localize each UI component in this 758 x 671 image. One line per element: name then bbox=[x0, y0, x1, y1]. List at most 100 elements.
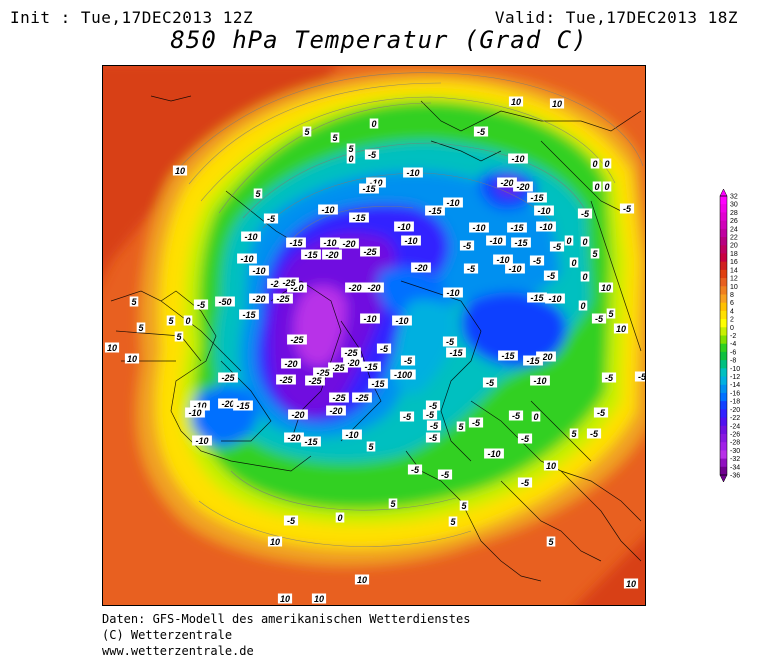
legend-color-step bbox=[720, 368, 727, 378]
contour-label-text: -10 bbox=[539, 222, 552, 232]
legend-tick-label: 10 bbox=[730, 284, 738, 291]
contour-label-box bbox=[459, 240, 475, 251]
contour-label-box bbox=[174, 331, 184, 342]
contour-label: -5 bbox=[586, 428, 602, 439]
contour-label-box bbox=[446, 347, 466, 358]
contour-label: -20 bbox=[322, 249, 342, 260]
contour-label: -20 bbox=[513, 181, 533, 192]
contour-label-box bbox=[456, 421, 466, 432]
contour-label-text: -10 bbox=[511, 154, 524, 164]
contour-label: -10 bbox=[484, 448, 504, 459]
contour-label-text: 10 bbox=[357, 575, 367, 585]
contour-label-box bbox=[359, 183, 379, 194]
data-source-credit: Daten: GFS-Modell des amerikanischen Wet… bbox=[102, 612, 471, 626]
contour-label: -10 bbox=[486, 235, 506, 246]
contour-label-text: -5 bbox=[623, 204, 632, 214]
contour-label: 0 bbox=[335, 512, 345, 523]
contour-label: -25 bbox=[305, 375, 325, 386]
contour-label-box bbox=[241, 231, 261, 242]
contour-label-text: 5 bbox=[461, 501, 467, 511]
contour-label-box bbox=[527, 192, 547, 203]
legend-color-step bbox=[720, 442, 727, 451]
contour-label-box bbox=[545, 293, 565, 304]
contour-label-text: -10 bbox=[193, 401, 206, 411]
contour-label: 5 bbox=[166, 315, 176, 326]
contour-label: -5 bbox=[577, 208, 593, 219]
contour-label-box bbox=[463, 263, 479, 274]
contour-label: 10 bbox=[267, 536, 283, 547]
contour-label: -5 bbox=[193, 299, 209, 310]
contour-label: -5 bbox=[399, 411, 415, 422]
contour-label-box bbox=[129, 296, 139, 307]
contour-label-text: -25 bbox=[290, 335, 304, 345]
legend-tick-label: -28 bbox=[730, 440, 740, 447]
contour-label-box bbox=[183, 315, 193, 326]
init-time-label: Init : Tue,17DEC2013 12Z bbox=[10, 8, 254, 27]
contour-label: -5 bbox=[549, 241, 565, 252]
contour-label-box bbox=[346, 143, 356, 154]
contour-label-box bbox=[601, 372, 617, 383]
contour-label-box bbox=[343, 357, 363, 368]
legend-color-step bbox=[720, 425, 727, 435]
contour-label-box bbox=[527, 292, 547, 303]
contour-label: -20 bbox=[536, 351, 556, 362]
contour-label: 5 bbox=[388, 498, 398, 509]
contour-label: -25 bbox=[287, 334, 307, 345]
legend-tick-label: 26 bbox=[730, 218, 738, 225]
contour-label-text: 5 bbox=[608, 309, 614, 319]
contour-label-text: -25 bbox=[276, 294, 290, 304]
contour-label-box bbox=[390, 369, 416, 380]
contour-label: -5 bbox=[593, 407, 609, 418]
legend-color-step bbox=[720, 228, 727, 238]
legend-color-step bbox=[720, 253, 727, 263]
contour-label-text: -10 bbox=[489, 236, 502, 246]
contour-label-box bbox=[193, 299, 209, 310]
contour-label-box bbox=[508, 153, 528, 164]
legend-tick-label: -10 bbox=[730, 366, 740, 373]
contour-label-text: -10 bbox=[395, 316, 408, 326]
legend-tick-label: -14 bbox=[730, 382, 740, 389]
contour-label-text: -10 bbox=[406, 168, 419, 178]
legend-color-step bbox=[720, 409, 727, 419]
contour-label-text: -25 bbox=[279, 375, 293, 385]
contour-label: -5 bbox=[517, 433, 533, 444]
legend-tick-label: -22 bbox=[730, 415, 740, 422]
contour-label-box bbox=[437, 469, 453, 480]
contour-label-text: -20 bbox=[290, 283, 303, 293]
contour-label: -5 bbox=[459, 240, 475, 251]
contour-label-box bbox=[422, 409, 438, 420]
contour-label-box bbox=[425, 205, 445, 216]
contour-label-box bbox=[394, 221, 414, 232]
contour-label: 5 bbox=[136, 322, 146, 333]
contour-label-box bbox=[517, 433, 533, 444]
contour-label: -5 bbox=[263, 213, 279, 224]
contour-label-box bbox=[590, 248, 600, 259]
legend-tick-label: 28 bbox=[730, 210, 738, 217]
legend-tick-label: -2 bbox=[730, 333, 736, 340]
contour-label-box bbox=[218, 398, 238, 409]
contour-label-text: -25 bbox=[316, 368, 330, 378]
contour-label-text: -5 bbox=[605, 373, 614, 383]
contour-label-box bbox=[288, 409, 308, 420]
contour-label-text: -20 bbox=[346, 358, 359, 368]
legend-tick-label: -8 bbox=[730, 358, 736, 365]
contour-label-text: 0 bbox=[604, 182, 609, 192]
contour-label-text: 5 bbox=[548, 537, 554, 547]
contour-label-box bbox=[498, 350, 518, 361]
contour-label: -10 bbox=[366, 177, 386, 188]
legend-color-step bbox=[720, 319, 727, 328]
contour-label-box bbox=[523, 355, 543, 366]
contour-label-text: -10 bbox=[195, 436, 208, 446]
contour-label-box bbox=[497, 177, 517, 188]
valid-time-label: Valid: Tue,17DEC2013 18Z bbox=[494, 8, 738, 27]
contour-label: -15 bbox=[523, 355, 543, 366]
contour-label-box bbox=[172, 165, 188, 176]
contour-label: -25 bbox=[218, 372, 238, 383]
legend-color-step bbox=[720, 466, 727, 476]
contour-label-text: -5 bbox=[581, 209, 590, 219]
contour-label-box bbox=[276, 374, 296, 385]
contour-label-box bbox=[482, 377, 498, 388]
contour-label: -25 bbox=[328, 362, 348, 373]
